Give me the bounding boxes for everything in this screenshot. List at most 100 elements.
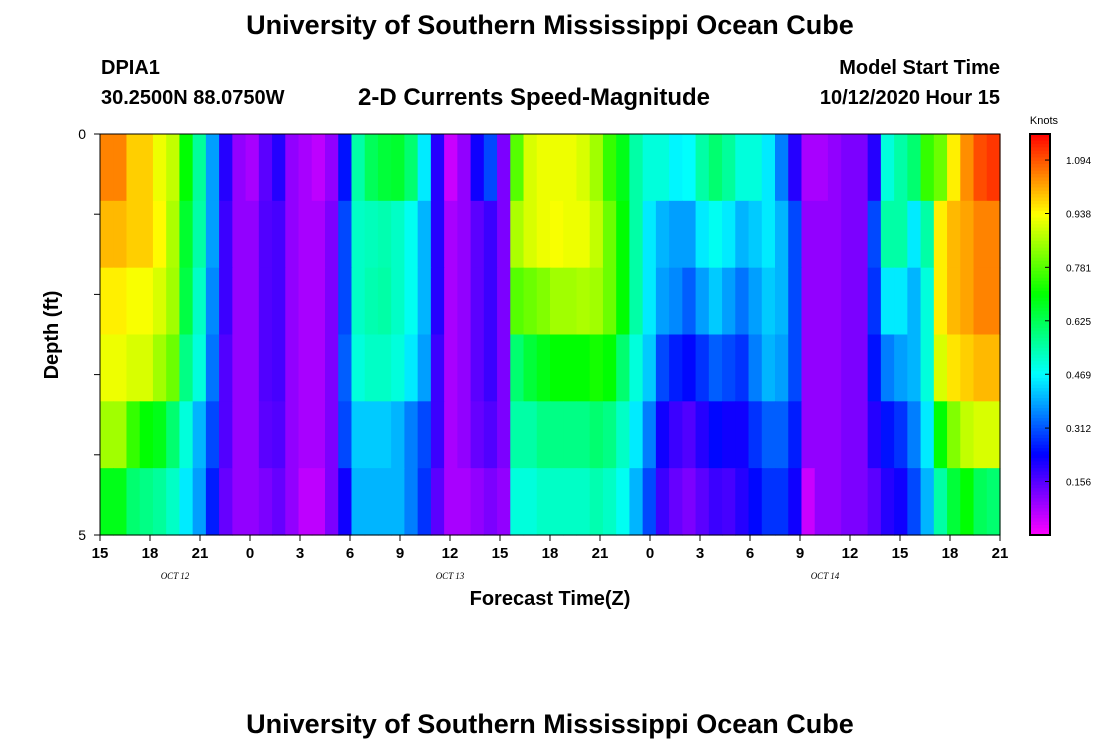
heatmap-cell [391,201,405,268]
x-tick-label: 6 [346,545,354,562]
heatmap-cell [696,468,710,535]
heatmap-cell [629,268,643,335]
heatmap-cell [894,468,908,535]
heatmap-cell [285,134,299,201]
heatmap-cell [735,268,749,335]
heatmap-cell [524,134,538,201]
heatmap-cell [934,468,948,535]
date-label: OCT 12 [161,571,190,581]
heatmap-cell [590,134,604,201]
heatmap-cell [947,134,961,201]
heatmap-cell [365,335,379,402]
heatmap-cell [126,401,140,468]
x-tick-label: 9 [796,545,804,562]
heatmap-cell [484,401,498,468]
heatmap-cell [378,134,392,201]
x-tick-label: 18 [542,545,559,562]
colorbar-swatch [1030,502,1050,506]
heatmap-cell [894,401,908,468]
heatmap-cell [126,134,140,201]
colorbar-swatch [1030,381,1050,385]
heatmap-cell [299,468,313,535]
heatmap-cell [246,268,260,335]
heatmap-cell [934,268,948,335]
heatmap-cell [299,268,313,335]
heatmap-cell [338,201,352,268]
heatmap-cell [166,201,180,268]
heatmap-cell [193,201,207,268]
heatmap-cell [351,134,365,201]
colorbar-swatch [1030,522,1050,526]
heatmap-cell [325,134,339,201]
heatmap-cell [404,134,418,201]
x-tick-label: 21 [992,545,1009,562]
heatmap-cell [232,268,246,335]
colorbar-tick-label: 0.469 [1066,370,1091,381]
heatmap-cell [709,335,723,402]
heatmap-cell [232,201,246,268]
heatmap-cell [471,201,485,268]
heatmap-cell [497,134,511,201]
heatmap-cell [709,134,723,201]
heatmap-cell [153,268,167,335]
heatmap-cell [974,268,988,335]
heatmap-cell [775,401,789,468]
heatmap-cell [629,335,643,402]
heatmap-cell [616,468,630,535]
heatmap-cell [285,335,299,402]
heatmap-cell [166,401,180,468]
heatmap-cell [457,268,471,335]
heatmap-cell [762,401,776,468]
heatmap-cell [351,401,365,468]
heatmap-cell [947,335,961,402]
heatmap-cell [603,468,617,535]
heatmap-cell [590,201,604,268]
heatmap-cell [656,468,670,535]
heatmap-cell [616,401,630,468]
heatmap-cell [881,401,895,468]
heatmap-cell [100,268,114,335]
heatmap-cell [788,134,802,201]
heatmap-cell [749,268,763,335]
heatmap-cell [193,335,207,402]
heatmap-cell [431,335,445,402]
heatmap-cell [457,401,471,468]
heatmap-cell [722,201,736,268]
heatmap-cell [431,201,445,268]
heatmap-cell [934,134,948,201]
heatmap-cell [841,201,855,268]
heatmap-cell [629,401,643,468]
colorbar-swatch [1030,401,1050,405]
heatmap-cell [603,401,617,468]
heatmap-cell [550,268,564,335]
x-tick-label: 0 [646,545,654,562]
heatmap-cell [391,134,405,201]
heatmap-cell [682,201,696,268]
heatmap-cell [921,268,935,335]
heatmap-cell [457,201,471,268]
heatmap-cell [126,268,140,335]
heatmap-cell [537,134,551,201]
heatmap-cell [669,335,683,402]
x-tick-label: 9 [396,545,404,562]
date-label: OCT 13 [436,571,465,581]
heatmap-cell [325,401,339,468]
heatmap-cell [881,468,895,535]
heatmap-cell [775,201,789,268]
heatmap-cell [484,468,498,535]
heatmap-cell [193,468,207,535]
heatmap-cell [550,468,564,535]
heatmap-cell [868,401,882,468]
heatmap-cell [272,201,286,268]
heatmap-cell [762,201,776,268]
heatmap-cell [113,201,127,268]
heatmap-cell [246,468,260,535]
x-tick-label: 0 [246,545,254,562]
heatmap-cell [259,468,273,535]
heatmap-cell [325,468,339,535]
heatmap-cell [232,401,246,468]
heatmap-cell [418,134,432,201]
heatmap-cell [378,401,392,468]
heatmap-cell [140,201,154,268]
heatmap-cell [841,335,855,402]
